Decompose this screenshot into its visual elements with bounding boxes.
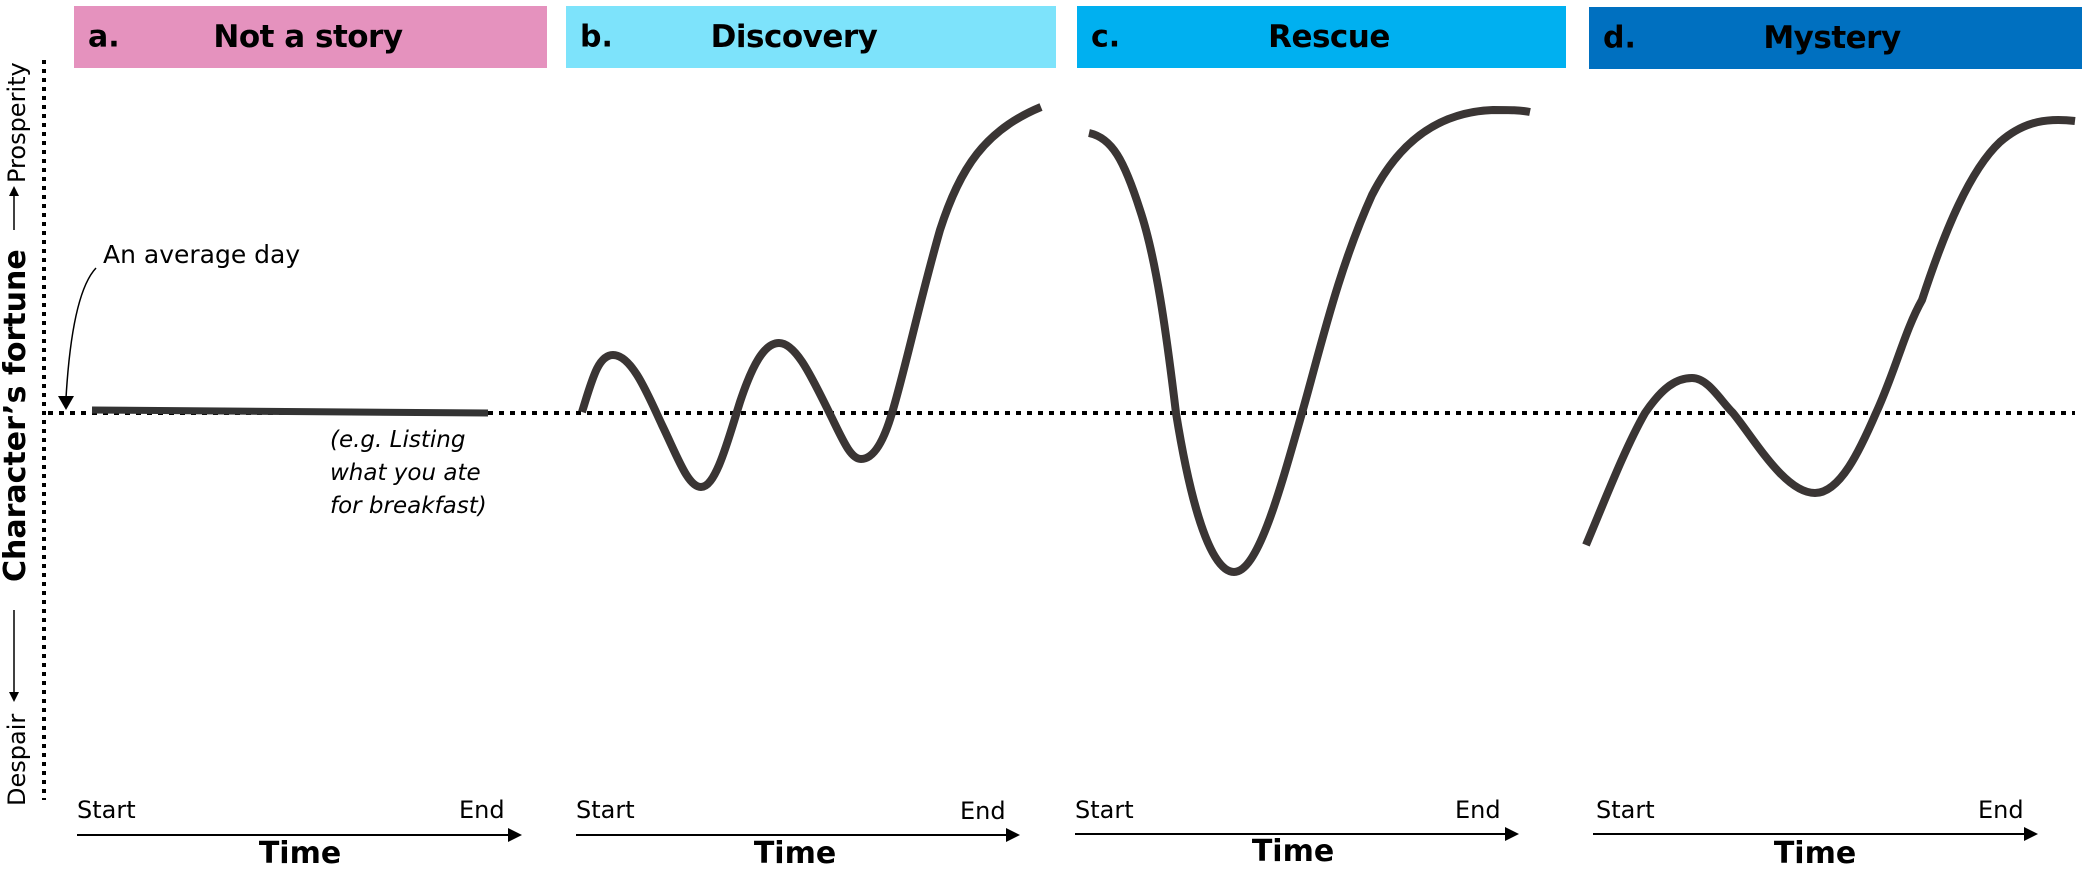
y-axis-label-title: Character’s fortune — [0, 249, 33, 582]
panel-title-b: Discovery — [710, 19, 878, 55]
panel-letter-d: d. — [1603, 20, 1636, 56]
panel-header-d: d. Mystery — [1589, 7, 2082, 69]
panel-title-d: Mystery — [1763, 20, 1901, 56]
curve-mystery — [1582, 115, 2076, 547]
average-day-arrowhead-icon — [58, 396, 74, 410]
x-axis-end-d: End — [1978, 796, 2024, 824]
x-axis-start-d: Start — [1596, 796, 1655, 824]
panel-title-c: Rescue — [1268, 19, 1390, 55]
curve-not-a-story — [91, 406, 489, 417]
x-axis-start-c: Start — [1075, 796, 1134, 824]
y-axis-label-prosperity: Prosperity — [3, 62, 31, 183]
panel-letter-c: c. — [1091, 19, 1121, 55]
panel-letter-a: a. — [88, 19, 120, 55]
average-day-label: An average day — [103, 240, 301, 269]
x-axis-time-a: Time — [258, 836, 342, 871]
panel-title-a: Not a story — [213, 19, 403, 55]
y-axis-label-despair: Despair — [3, 713, 31, 806]
panel-header-a: a. Not a story — [74, 6, 547, 68]
x-axis-time-c: Time — [1251, 834, 1335, 869]
x-axis-start-a: Start — [77, 796, 136, 824]
not-a-story-note: (e.g. Listing what you ate for breakfast… — [330, 427, 487, 519]
panel-header-c: c. Rescue — [1077, 6, 1566, 68]
x-axis-end-c: End — [1455, 796, 1501, 824]
x-axis-time-d: Time — [1773, 836, 1857, 871]
x-axis-end-a: End — [459, 796, 505, 824]
panel-letter-b: b. — [580, 19, 613, 55]
panel-header-b: b. Discovery — [566, 6, 1056, 68]
curve-rescue — [1087, 105, 1531, 577]
average-day-pointer-line — [65, 267, 97, 399]
x-axis-time-b: Time — [753, 836, 837, 871]
x-axis-end-b: End — [960, 797, 1006, 825]
curve-discovery — [578, 103, 1043, 492]
x-axis-start-b: Start — [576, 796, 635, 824]
